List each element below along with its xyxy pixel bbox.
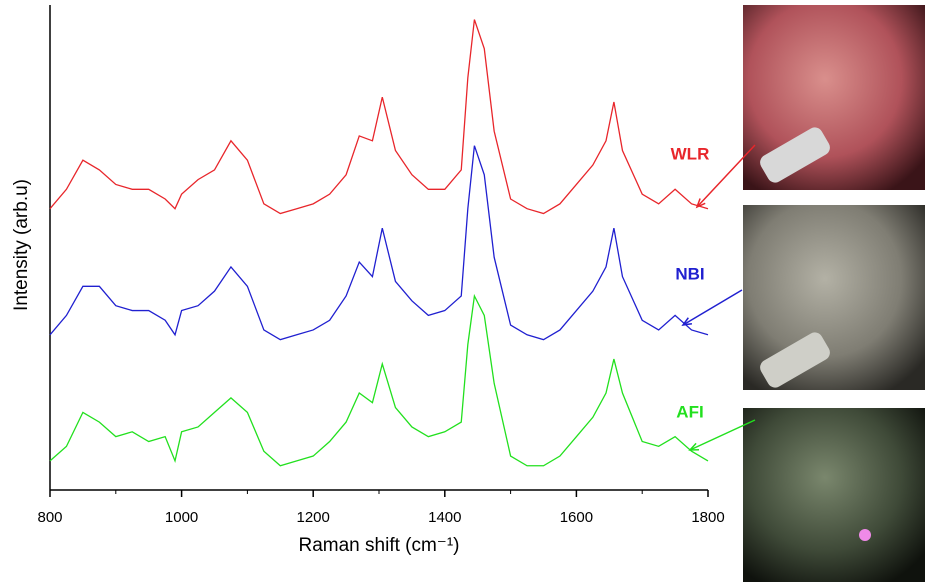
arrow-head — [688, 442, 700, 451]
arrow-head — [681, 317, 693, 326]
x-tick-label: 1000 — [165, 509, 198, 526]
x-tick-label: 800 — [37, 509, 62, 526]
arrow-shaft — [682, 289, 743, 326]
probe — [760, 332, 830, 388]
series-label: WLR — [671, 144, 710, 163]
afi-image — [743, 408, 925, 582]
x-tick-label: 1800 — [691, 509, 724, 526]
y-axis-label: Intensity (arb.u) — [11, 179, 32, 311]
arrow-shaft — [689, 419, 756, 451]
series-line — [49, 145, 709, 341]
series-label: AFI — [676, 402, 703, 421]
series-line — [49, 19, 709, 215]
endoscope-images — [743, 5, 925, 582]
x-tick-label: 1200 — [297, 509, 330, 526]
arrow-shaft — [696, 144, 756, 208]
x-tick-label: 1600 — [560, 509, 593, 526]
x-tick-label: 1400 — [428, 509, 461, 526]
probe-glare — [859, 529, 871, 541]
x-axis-label: Raman shift (cm⁻¹) — [299, 535, 460, 556]
series-label: NBI — [675, 264, 704, 283]
probe — [760, 127, 830, 183]
arrow-head — [695, 198, 706, 209]
series-line — [49, 293, 709, 467]
